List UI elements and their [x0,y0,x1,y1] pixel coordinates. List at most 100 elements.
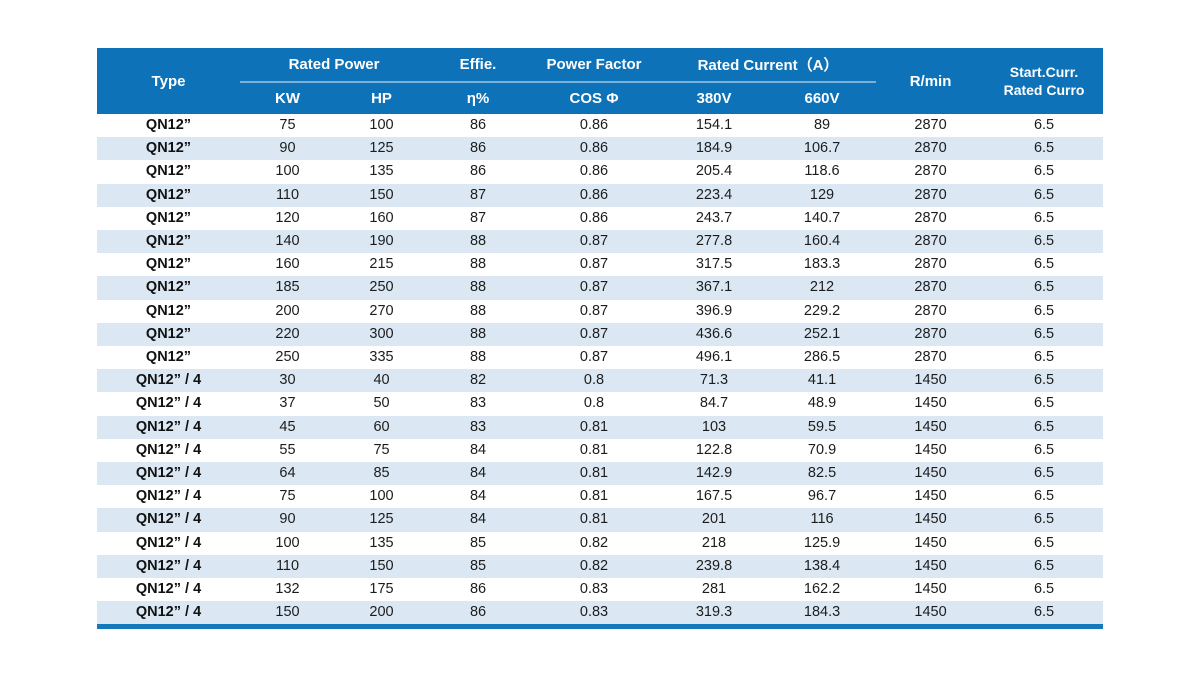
start-curr-label-line2: Rated Curro [1003,82,1085,98]
cell-type: QN12” / 4 [135,534,202,551]
table-row: QN12” 90 125 86 0.86 184.9 106.7 2870 6.5 [97,137,1104,161]
table-row: QN12” 200 270 88 0.87 396.9 229.2 2870 6.5 [97,299,1104,323]
cell-current-660v: 118.6 [804,163,840,180]
cell-current-380v: 319.3 [695,604,733,621]
cell-eta-percent: 82 [469,372,487,389]
cell-current-660v: 160.4 [803,233,841,250]
cell-start-curr-ratio: 6.5 [1033,395,1055,412]
cell-cos-phi: 0.82 [579,534,609,551]
col-header-rpm: R/min [876,48,986,114]
cell-rpm: 2870 [914,279,947,296]
cell-current-660v: 184.3 [803,604,841,621]
table-row: QN12” 160 215 88 0.87 317.5 183.3 2870 6.5 [97,253,1104,277]
cell-cos-phi: 0.86 [579,117,609,133]
cell-kw: 45 [279,418,296,435]
cell-eta-percent: 85 [469,534,487,551]
cell-hp: 270 [369,302,394,319]
cell-type: QN12” [145,140,192,157]
cell-hp: 40 [373,372,390,389]
cell-hp: 50 [373,395,390,412]
motor-spec-table: Type Rated Power Effie. Power Factor Rat… [97,48,1104,625]
start-curr-label-line1: Start.Curr. [1009,63,1079,80]
cell-current-660v: 129 [809,186,835,203]
cell-type: QN12” [145,163,192,180]
cell-current-660v: 116 [810,511,834,528]
cell-current-380v: 218 [701,534,727,551]
cell-cos-phi: 0.82 [579,557,609,574]
cell-start-curr-ratio: 6.5 [1033,488,1055,505]
cell-hp: 150 [369,557,394,574]
cell-type: QN12” [145,325,192,342]
cell-rpm: 2870 [914,349,947,366]
table-row: QN12” 220 300 88 0.87 436.6 252.1 2870 6.5 [97,322,1104,347]
cell-current-660v: 138.4 [803,557,841,574]
cell-current-660v: 162.2 [803,581,841,598]
cell-hp: 300 [369,325,394,342]
cell-cos-phi: 0.83 [579,604,609,621]
cell-current-660v: 183.3 [803,256,841,273]
col-header-rated-current: Rated Current（A） [660,48,877,83]
cell-hp: 60 [373,418,390,435]
table-row: QN12” / 4 100 135 85 0.82 218 125.9 1450 6.5 [97,531,1104,555]
cell-eta-percent: 83 [469,395,487,412]
cell-start-curr-ratio: 6.5 [1033,581,1055,598]
cell-rpm: 1450 [914,488,947,505]
cell-cos-phi: 0.87 [579,279,609,296]
cell-current-380v: 84.7 [699,395,729,412]
cell-current-380v: 496.1 [695,349,733,366]
cell-start-curr-ratio: 6.5 [1033,209,1055,226]
table-row: QN12” / 4 30 40 82 0.8 71.3 41.1 1450 6.5 [97,369,1104,393]
cell-type: QN12” / 4 [135,465,202,482]
cell-start-curr-ratio: 6.5 [1033,233,1055,250]
cell-hp: 150 [369,186,394,203]
cell-current-380v: 154.1 [695,117,733,133]
cell-current-660v: 82.5 [807,465,837,482]
cell-cos-phi: 0.81 [579,511,609,528]
cell-kw: 110 [275,186,300,203]
cell-kw: 37 [279,395,296,412]
cell-current-380v: 436.6 [695,325,733,342]
cell-type: QN12” / 4 [135,441,202,458]
cell-current-380v: 201 [701,511,727,528]
cell-type: QN12” [145,279,192,296]
cell-type: QN12” [145,302,192,319]
cell-start-curr-ratio: 6.5 [1033,557,1055,574]
cell-kw: 160 [275,256,300,273]
cell-current-380v: 396.9 [695,302,733,319]
cell-cos-phi: 0.81 [579,441,609,458]
cell-type: QN12” [145,186,192,203]
table-row: QN12” 110 150 87 0.86 223.4 129 2870 6.5 [97,183,1104,207]
cell-current-380v: 223.4 [695,186,733,203]
cell-current-660v: 59.5 [807,418,837,435]
cell-type: QN12” [145,256,192,273]
cell-eta-percent: 84 [469,465,487,482]
cell-cos-phi: 0.87 [579,302,609,319]
cell-current-660v: 89 [813,117,831,133]
cell-current-660v: 125.9 [803,534,841,551]
cell-hp: 125 [369,140,394,157]
table-row: QN12” / 4 45 60 83 0.81 103 59.5 1450 6.5 [97,415,1104,439]
cell-start-curr-ratio: 6.5 [1033,163,1055,180]
col-header-660v: 660V [768,82,877,114]
cell-eta-percent: 88 [469,349,487,366]
cell-start-curr-ratio: 6.5 [1033,302,1055,319]
cell-type: QN12” / 4 [135,557,202,574]
cell-start-curr-ratio: 6.5 [1033,465,1055,482]
cell-cos-phi: 0.87 [579,256,609,273]
cell-start-curr-ratio: 6.5 [1033,117,1055,133]
cell-type: QN12” / 4 [135,395,202,412]
col-header-hp: HP [335,82,429,114]
cell-eta-percent: 88 [469,302,487,319]
cell-rpm: 1450 [914,557,947,574]
cell-eta-percent: 84 [469,441,487,458]
cell-type: QN12” / 4 [135,511,202,528]
col-header-effie: Effie. [428,48,529,83]
cell-current-380v: 281 [701,581,727,598]
cell-rpm: 2870 [914,163,947,180]
cell-kw: 90 [279,140,296,157]
cell-kw: 64 [279,465,296,482]
cell-start-curr-ratio: 6.5 [1033,186,1055,203]
cell-eta-percent: 83 [469,418,487,435]
cell-kw: 30 [279,372,296,389]
cell-start-curr-ratio: 6.5 [1033,418,1055,435]
